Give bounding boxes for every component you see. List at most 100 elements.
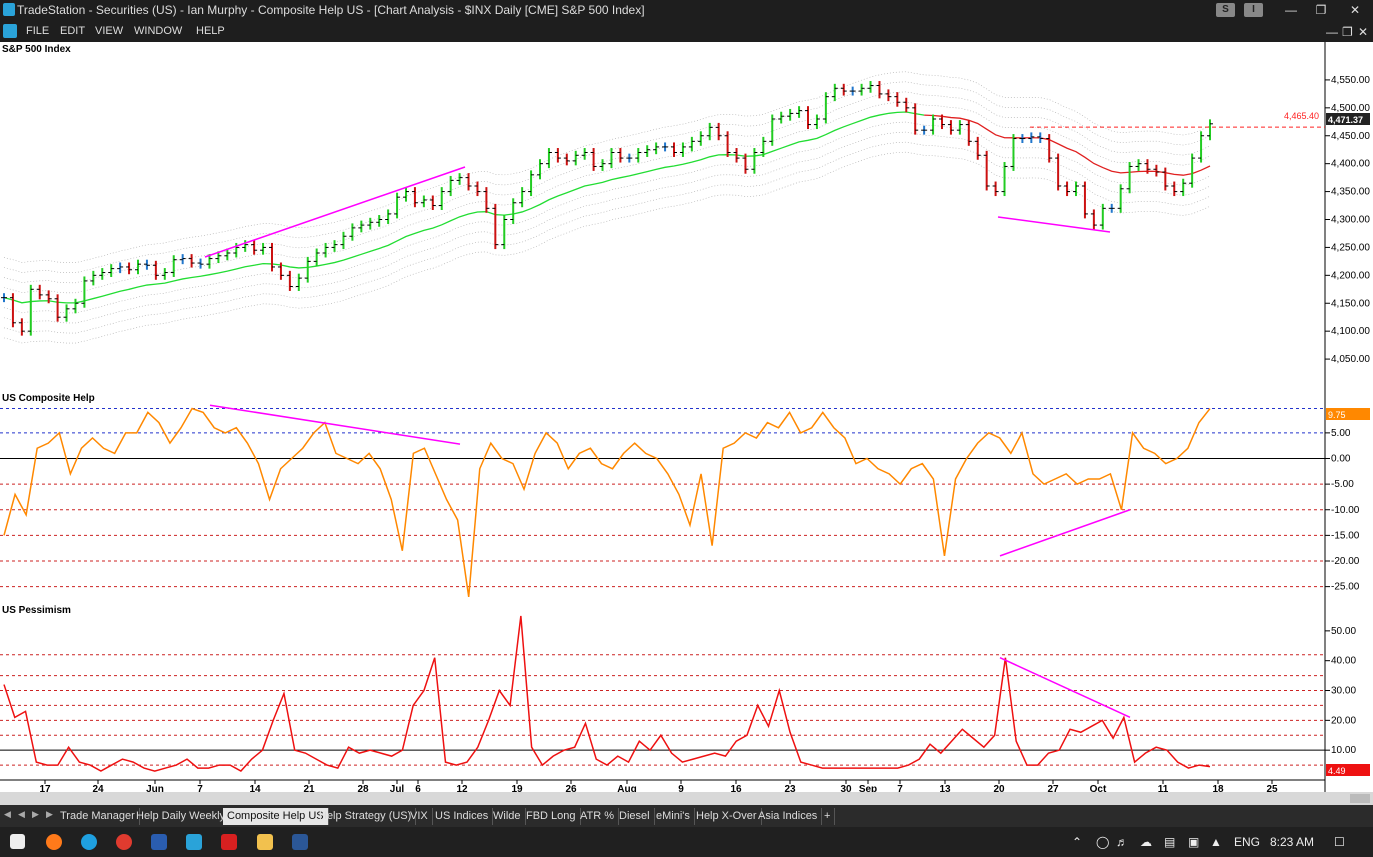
axis-tick-label: -10.00 bbox=[1331, 505, 1360, 516]
tab-eminis[interactable]: eMini's bbox=[652, 808, 695, 825]
tab-help-strategy-us[interactable]: Help Strategy (US) bbox=[315, 808, 417, 825]
notification-icon[interactable]: ☐ bbox=[1334, 835, 1345, 849]
clock[interactable]: 8:23 AM bbox=[1270, 835, 1315, 849]
last-price-label: 4,471.37 bbox=[1328, 115, 1363, 125]
ema-line bbox=[3, 111, 925, 304]
date-axis: 17 24 Jun 7 14 21 28 Jul 6 12 19 26 Aug 9 16 23 30 Sep 7 13… bbox=[0, 779, 1325, 795]
network-icon[interactable]: ▤ bbox=[1164, 835, 1176, 849]
tab-vix[interactable]: VIX bbox=[406, 808, 433, 825]
file-explorer-icon[interactable] bbox=[257, 834, 273, 850]
menu-file[interactable]: FILE bbox=[26, 25, 50, 37]
price-panel-title: S&P 500 Index bbox=[2, 44, 71, 55]
date-tick-label: 11 bbox=[1158, 784, 1169, 795]
tab-help-daily-weekly[interactable]: Help Daily Weekly bbox=[132, 808, 231, 825]
app-menu-icon[interactable] bbox=[3, 24, 17, 38]
tradestation-taskbar-icon[interactable] bbox=[186, 834, 202, 850]
tab-help-x-over[interactable]: Help X-Over bbox=[692, 808, 762, 825]
menu-help[interactable]: HELP bbox=[196, 25, 225, 37]
date-tick-label: Jul bbox=[390, 784, 405, 795]
mdi-restore-icon[interactable]: ❐ bbox=[1342, 25, 1353, 39]
tab-composite-help-us[interactable]: Composite Help US bbox=[223, 808, 329, 825]
composite-panel-title: US Composite Help bbox=[2, 393, 95, 404]
axis-tick-label: -15.00 bbox=[1331, 530, 1360, 541]
envelope-band bbox=[3, 131, 1211, 324]
pessimism-axis: 50.00 40.00 30.00 20.00 10.00 bbox=[1325, 626, 1356, 756]
battery-icon[interactable]: ▣ bbox=[1188, 835, 1200, 849]
trendline bbox=[999, 509, 1131, 557]
chrome-icon[interactable] bbox=[116, 834, 132, 850]
date-tick-label: 20 bbox=[993, 784, 1005, 795]
tray-chevron-icon[interactable]: ⌃ bbox=[1072, 835, 1083, 849]
trendline bbox=[209, 404, 461, 445]
tab-last-icon[interactable]: ▶ bbox=[46, 809, 53, 819]
tab-first-icon[interactable]: ◀ bbox=[4, 809, 11, 819]
speaker-icon[interactable]: ♬ bbox=[1116, 835, 1128, 849]
axis-tick-label: 4,350.00 bbox=[1331, 187, 1370, 198]
add-tab-button[interactable]: + bbox=[820, 808, 836, 825]
date-tick-label: 28 bbox=[357, 784, 369, 795]
s-badge-button[interactable]: S bbox=[1216, 3, 1235, 17]
tab-asia-indices[interactable]: Asia Indices bbox=[754, 808, 823, 825]
date-tick-label: Jun bbox=[146, 784, 164, 795]
app-icon[interactable] bbox=[151, 834, 167, 850]
trendline bbox=[999, 657, 1131, 719]
language-indicator[interactable]: ENG bbox=[1234, 835, 1261, 849]
close-icon[interactable]: ✕ bbox=[1349, 3, 1361, 17]
axis-tick-label: 40.00 bbox=[1331, 656, 1356, 667]
tab-fbd-long[interactable]: FBD Long bbox=[522, 808, 581, 825]
i-badge-button[interactable]: I bbox=[1244, 3, 1263, 17]
date-tick-label: 12 bbox=[456, 784, 468, 795]
axis-tick-label: 20.00 bbox=[1331, 715, 1356, 726]
date-tick-label: 23 bbox=[784, 784, 796, 795]
date-tick-label: 27 bbox=[1047, 784, 1059, 795]
edge-icon[interactable] bbox=[81, 834, 97, 850]
axis-tick-label: 4,200.00 bbox=[1331, 270, 1370, 281]
mdi-minimize-icon[interactable]: — bbox=[1326, 25, 1338, 39]
date-tick-label: 16 bbox=[730, 784, 742, 795]
tab-diesel[interactable]: Diesel bbox=[615, 808, 655, 825]
composite-last-label: 9.75 bbox=[1328, 410, 1346, 420]
restore-icon[interactable]: ❐ bbox=[1315, 3, 1327, 17]
word-icon[interactable] bbox=[292, 834, 308, 850]
date-tick-label: 18 bbox=[1212, 784, 1224, 795]
date-tick-label: 24 bbox=[92, 784, 104, 795]
usb-icon[interactable]: ▲ bbox=[1210, 835, 1222, 849]
chart-area[interactable]: S&P 500 Index US Composite Help US Pessi… bbox=[0, 42, 1373, 805]
menu-view[interactable]: VIEW bbox=[95, 25, 124, 37]
tab-wilde[interactable]: Wilde bbox=[489, 808, 526, 825]
axis-tick-label: 4,050.00 bbox=[1331, 354, 1370, 365]
tab-next-icon[interactable]: ▶ bbox=[32, 809, 39, 819]
mdi-close-icon[interactable]: ✕ bbox=[1358, 25, 1369, 39]
envelope-band bbox=[3, 101, 1211, 294]
axis-tick-label: 50.00 bbox=[1331, 626, 1356, 637]
date-tick-label: 14 bbox=[249, 784, 261, 795]
axis-tick-label: 5.00 bbox=[1331, 428, 1351, 439]
tab-us-indices[interactable]: US Indices bbox=[431, 808, 494, 825]
app-red-icon[interactable] bbox=[221, 834, 237, 850]
tab-trade-manager[interactable]: Trade Manager bbox=[56, 808, 140, 825]
firefox-icon[interactable] bbox=[46, 834, 62, 850]
tray-app-icon[interactable]: ◯ bbox=[1096, 835, 1110, 849]
date-tick-label: 6 bbox=[415, 784, 421, 795]
date-tick-label: 17 bbox=[39, 784, 51, 795]
price-axis: 4,550.00 4,500.00 4,450.00 4,400.00 4,350.00… bbox=[1325, 75, 1370, 365]
horizontal-scrollbar-thumb[interactable] bbox=[1350, 794, 1370, 803]
tab-prev-icon[interactable]: ◀ bbox=[18, 809, 25, 819]
pessimism-panel: US Pessimism bbox=[0, 605, 1325, 772]
menu-edit[interactable]: EDIT bbox=[60, 25, 86, 37]
axis-tick-label: 4,100.00 bbox=[1331, 326, 1370, 337]
date-tick-label: Oct bbox=[1090, 784, 1107, 795]
workspace-tab-bar: ◀ ◀ ▶ ▶ Trade Manager Help Daily Weekly … bbox=[0, 805, 1373, 827]
envelope-band bbox=[3, 121, 1211, 314]
minimize-icon[interactable]: — bbox=[1285, 3, 1297, 17]
cloud-icon[interactable]: ☁ bbox=[1140, 835, 1152, 849]
axis-tick-label: -25.00 bbox=[1331, 582, 1360, 593]
windows-taskbar: ⌃ ◯ ♬ ☁ ▤ ▣ ▲ ENG 8:23 AM ☐ bbox=[0, 827, 1373, 857]
date-tick-label: 7 bbox=[897, 784, 903, 795]
axis-tick-label: 4,250.00 bbox=[1331, 242, 1370, 253]
menu-window[interactable]: WINDOW bbox=[134, 25, 183, 37]
price-level-label: 4,465.40 bbox=[1284, 111, 1319, 121]
tab-atr-percent[interactable]: ATR % bbox=[576, 808, 620, 825]
date-tick-label: Sep bbox=[859, 784, 877, 795]
windows-start-icon[interactable] bbox=[10, 834, 25, 849]
